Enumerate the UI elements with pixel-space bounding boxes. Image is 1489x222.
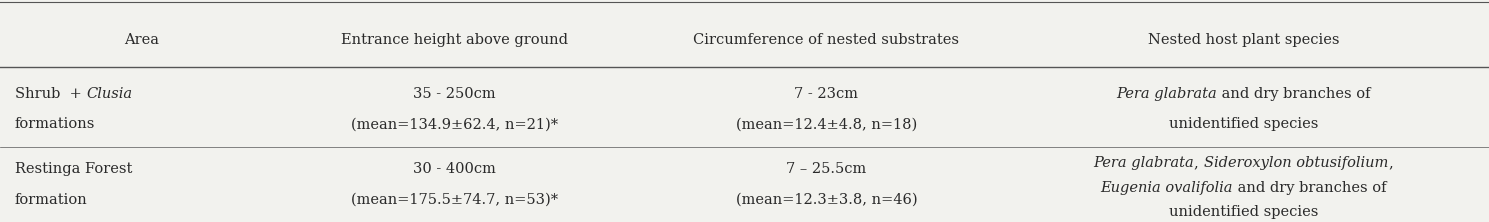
Text: Restinga Forest: Restinga Forest <box>15 162 133 176</box>
Text: formations: formations <box>15 117 95 131</box>
Text: ,: , <box>1194 156 1203 170</box>
Text: (mean=175.5±74.7, n=53)*: (mean=175.5±74.7, n=53)* <box>350 193 558 207</box>
Text: and dry branches of: and dry branches of <box>1233 180 1386 195</box>
Text: (mean=12.4±4.8, n=18): (mean=12.4±4.8, n=18) <box>736 117 917 131</box>
Text: Shrub  +: Shrub + <box>15 87 86 101</box>
Text: Pera glabrata: Pera glabrata <box>1117 87 1217 101</box>
Text: Area: Area <box>124 33 159 47</box>
Text: Eugenia ovalifolia: Eugenia ovalifolia <box>1100 180 1233 195</box>
Text: 35 - 250cm: 35 - 250cm <box>412 87 496 101</box>
Text: formation: formation <box>15 193 88 207</box>
Text: 30 - 400cm: 30 - 400cm <box>412 162 496 176</box>
Text: 7 – 25.5cm: 7 – 25.5cm <box>786 162 867 176</box>
Text: unidentified species: unidentified species <box>1169 205 1318 219</box>
Text: unidentified species: unidentified species <box>1169 117 1318 131</box>
Text: Nested host plant species: Nested host plant species <box>1148 33 1339 47</box>
Text: Pera glabrata: Pera glabrata <box>1094 156 1194 170</box>
Text: (mean=134.9±62.4, n=21)*: (mean=134.9±62.4, n=21)* <box>350 117 558 131</box>
Text: and dry branches of: and dry branches of <box>1217 87 1370 101</box>
Text: Entrance height above ground: Entrance height above ground <box>341 33 567 47</box>
Text: 7 - 23cm: 7 - 23cm <box>795 87 858 101</box>
Text: Circumference of nested substrates: Circumference of nested substrates <box>694 33 959 47</box>
Text: Sideroxylon obtusifolium: Sideroxylon obtusifolium <box>1203 156 1388 170</box>
Text: (mean=12.3±3.8, n=46): (mean=12.3±3.8, n=46) <box>736 193 917 207</box>
Text: ,: , <box>1388 156 1392 170</box>
Text: Clusia: Clusia <box>86 87 133 101</box>
